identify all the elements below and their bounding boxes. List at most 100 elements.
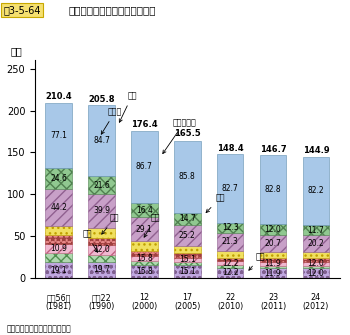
Text: 144.9: 144.9 <box>303 146 329 155</box>
Bar <box>174 253 201 258</box>
Bar <box>217 258 244 261</box>
Text: 20.7: 20.7 <box>265 239 281 248</box>
Text: 11.9: 11.9 <box>265 269 281 278</box>
Text: 12.2: 12.2 <box>222 259 238 268</box>
Text: 乳用牛の地域別飼養頭数の推移: 乳用牛の地域別飼養頭数の推移 <box>68 5 156 15</box>
Text: 14.7: 14.7 <box>179 214 196 223</box>
Text: 82.7: 82.7 <box>222 184 238 193</box>
Bar <box>303 235 329 252</box>
Bar <box>217 251 244 258</box>
Bar <box>88 245 115 255</box>
Text: 24.6: 24.6 <box>50 174 67 183</box>
Bar <box>174 141 201 213</box>
Bar <box>260 224 286 234</box>
Bar <box>45 244 72 253</box>
Text: 四国: 四国 <box>82 230 97 252</box>
Text: 近畿: 近畿 <box>102 214 120 234</box>
Bar <box>217 223 244 233</box>
Text: 21.3: 21.3 <box>222 238 238 247</box>
Text: (2005): (2005) <box>174 302 201 311</box>
Text: 12.0: 12.0 <box>265 225 281 234</box>
Text: (2012): (2012) <box>303 302 329 311</box>
Text: 44.2: 44.2 <box>50 203 67 211</box>
Bar <box>88 105 115 176</box>
Text: 165.5: 165.5 <box>174 129 201 138</box>
Text: 82.2: 82.2 <box>308 187 324 195</box>
Bar <box>131 265 158 278</box>
Bar <box>131 217 158 241</box>
Bar <box>217 261 244 265</box>
Text: 19.7: 19.7 <box>93 265 110 274</box>
Text: 24: 24 <box>311 293 321 302</box>
Bar <box>45 168 72 189</box>
Text: 11.7: 11.7 <box>308 226 324 235</box>
Bar <box>174 246 201 253</box>
Text: 九州: 九州 <box>249 252 265 270</box>
Text: 84.7: 84.7 <box>93 136 110 145</box>
Text: (2011): (2011) <box>260 302 286 311</box>
Text: 23: 23 <box>268 293 278 302</box>
Text: 205.8: 205.8 <box>88 95 115 105</box>
Text: 東海: 東海 <box>206 194 225 213</box>
Bar <box>174 265 201 278</box>
Bar <box>88 255 115 262</box>
Bar <box>45 103 72 168</box>
Bar <box>217 153 244 223</box>
Bar <box>260 266 286 268</box>
Bar <box>131 261 158 265</box>
Text: 176.4: 176.4 <box>131 120 158 129</box>
Bar <box>88 238 115 245</box>
Bar <box>217 265 244 268</box>
Bar <box>45 253 72 262</box>
Bar <box>131 251 158 256</box>
Text: 16.4: 16.4 <box>136 206 153 215</box>
Text: 17: 17 <box>182 293 192 302</box>
Text: 万頭: 万頭 <box>10 46 22 56</box>
Bar <box>260 155 286 224</box>
Bar <box>131 241 158 251</box>
Bar <box>45 234 72 244</box>
Bar <box>131 203 158 217</box>
Bar <box>303 266 329 268</box>
Text: 昭和56年: 昭和56年 <box>47 293 71 302</box>
Text: 東北: 東北 <box>119 91 137 122</box>
Bar <box>303 262 329 266</box>
Bar <box>260 262 286 266</box>
Text: (1990): (1990) <box>88 302 115 311</box>
Bar <box>45 262 72 278</box>
Bar <box>260 252 286 258</box>
Text: 21.6: 21.6 <box>93 181 110 190</box>
Bar <box>88 194 115 228</box>
Text: 11.9: 11.9 <box>265 259 281 268</box>
Text: 12.0: 12.0 <box>308 259 324 268</box>
Text: 29.1: 29.1 <box>136 225 153 234</box>
Text: 20.2: 20.2 <box>308 239 324 248</box>
Text: 77.1: 77.1 <box>50 131 67 140</box>
Text: 平成22: 平成22 <box>92 293 111 302</box>
Text: 図3-5-64: 図3-5-64 <box>4 5 41 15</box>
Bar <box>174 258 201 262</box>
Text: (2010): (2010) <box>217 302 243 311</box>
Bar <box>131 256 158 261</box>
Text: 15.8: 15.8 <box>136 254 153 263</box>
Text: 25.2: 25.2 <box>179 231 196 240</box>
Text: 85.8: 85.8 <box>179 172 196 181</box>
Bar <box>45 189 72 225</box>
Bar <box>260 258 286 262</box>
Bar <box>45 225 72 234</box>
Bar <box>217 233 244 251</box>
Text: 北海道: 北海道 <box>101 108 122 134</box>
Text: 12.3: 12.3 <box>222 223 238 232</box>
Bar <box>303 156 329 225</box>
Text: 15.8: 15.8 <box>136 267 153 276</box>
Text: 148.4: 148.4 <box>217 143 244 152</box>
Bar <box>174 262 201 265</box>
Bar <box>303 258 329 262</box>
Text: 12.2: 12.2 <box>222 268 238 277</box>
Text: 12.0: 12.0 <box>308 269 324 277</box>
Bar <box>217 268 244 278</box>
Bar <box>131 131 158 203</box>
Bar <box>174 213 201 225</box>
Bar <box>88 176 115 194</box>
Text: 86.7: 86.7 <box>136 162 153 172</box>
